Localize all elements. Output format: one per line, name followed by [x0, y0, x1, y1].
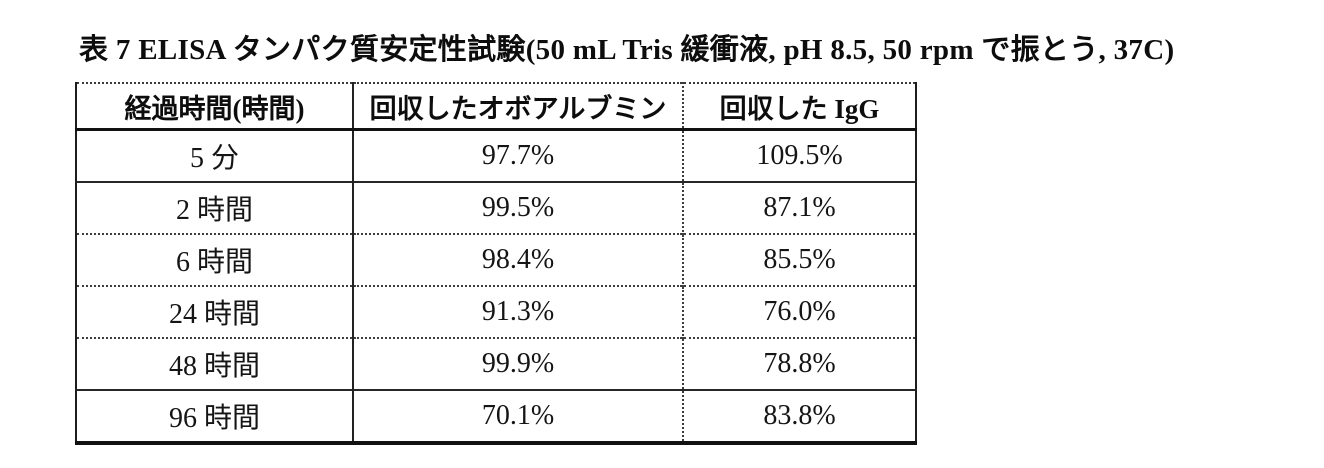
cell-ovalbumin: 70.1% [353, 389, 684, 443]
cell-ovalbumin: 91.3% [353, 285, 684, 338]
table-row: 6 時間 98.4% 85.5% [76, 233, 916, 286]
cell-elapsed-time: 24 時間 [76, 285, 354, 338]
cell-ovalbumin: 98.4% [353, 233, 684, 286]
table-row: 24 時間 91.3% 76.0% [76, 285, 916, 338]
table-row: 96 時間 70.1% 83.8% [76, 389, 916, 443]
cell-elapsed-time: 5 分 [76, 129, 354, 182]
cell-igg: 85.5% [683, 233, 916, 286]
cell-elapsed-time: 96 時間 [76, 389, 354, 443]
cell-ovalbumin: 99.5% [353, 181, 684, 234]
header-elapsed-time: 経過時間(時間) [76, 83, 354, 131]
table-header-row: 経過時間(時間) 回収したオボアルブミン 回収した IgG [76, 83, 916, 131]
table-row: 2 時間 99.5% 87.1% [76, 181, 916, 234]
header-recovered-ovalbumin: 回収したオボアルブミン [353, 83, 684, 131]
cell-elapsed-time: 2 時間 [76, 181, 354, 234]
cell-igg: 109.5% [756, 140, 843, 171]
cell-igg: 87.1% [683, 181, 916, 234]
header-recovered-igg: 回収した IgG [683, 83, 916, 131]
table-caption: 表 7 ELISA タンパク質安定性試験(50 mL Tris 緩衝液, pH … [79, 34, 1175, 66]
cell-ovalbumin: 99.9% [353, 337, 684, 390]
elisa-protein-stability-table: 経過時間(時間) 回収したオボアルブミン 回収した IgG 5 分 97.7% … [75, 82, 917, 445]
cell-ovalbumin: 97.7% [353, 129, 684, 182]
cell-elapsed-time: 48 時間 [76, 337, 354, 390]
cell-igg: 83.8% [683, 389, 916, 443]
cell-igg: 76.0% [683, 285, 916, 338]
table-row: 5 分 97.7% 109.5% [76, 129, 916, 182]
cell-elapsed-time: 6 時間 [76, 233, 354, 286]
table-row: 48 時間 99.9% 78.8% [76, 337, 916, 390]
cell-igg: 78.8% [683, 337, 916, 390]
